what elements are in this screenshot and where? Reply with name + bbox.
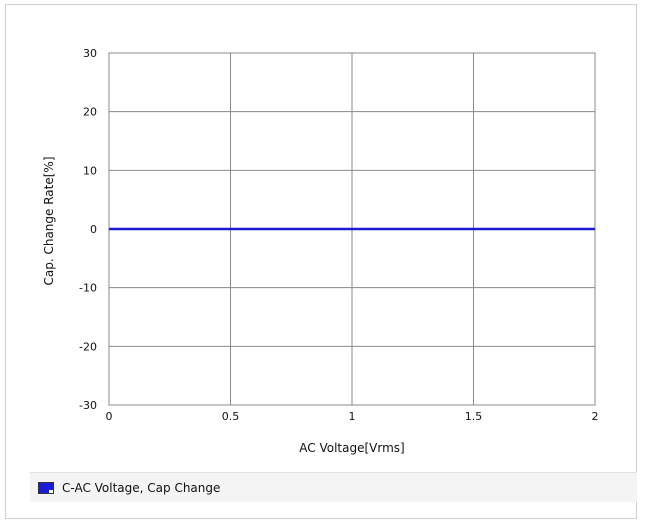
legend: C-AC Voltage, Cap Change [30, 472, 637, 502]
x-axis-ticks: 0 0.5 1 1.5 2 [106, 410, 599, 423]
y-tick-label: 20 [83, 106, 97, 119]
y-tick-label: 0 [90, 223, 97, 236]
legend-swatch [38, 482, 54, 494]
legend-label: C-AC Voltage, Cap Change [62, 481, 220, 495]
y-tick-label: -20 [79, 340, 97, 353]
y-tick-label: -30 [79, 399, 97, 412]
x-tick-label: 2 [592, 410, 599, 423]
x-axis-label: AC Voltage[Vrms] [299, 441, 404, 455]
x-tick-label: 1 [349, 410, 356, 423]
y-tick-label: 30 [83, 47, 97, 60]
x-tick-label: 0 [106, 410, 113, 423]
y-axis-ticks: 30 20 10 0 -10 -20 -30 [79, 47, 97, 412]
y-tick-label: 10 [83, 164, 97, 177]
y-tick-label: -10 [79, 282, 97, 295]
x-tick-label: 0.5 [222, 410, 240, 423]
x-tick-label: 1.5 [465, 410, 483, 423]
y-axis-label: Cap. Change Rate[%] [42, 156, 56, 285]
